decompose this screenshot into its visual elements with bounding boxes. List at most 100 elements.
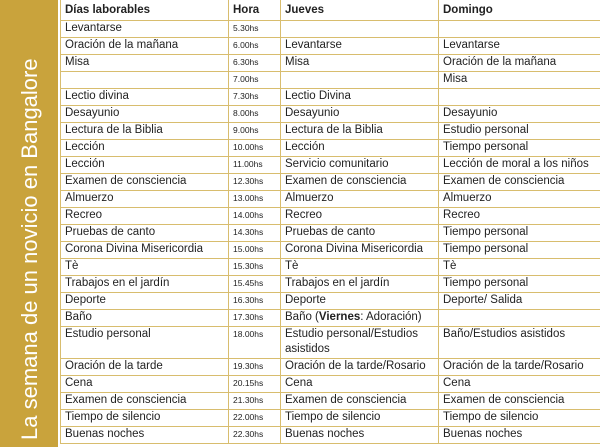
time-cell: 14.30hs [228, 224, 281, 242]
activity-cell: Examen de consciencia [438, 392, 600, 410]
activity-cell: Oración de la tarde/Rosario [438, 358, 600, 376]
activity-cell: Corona Divina Misericordia [280, 241, 439, 259]
activity-cell: Trabajos en el jardín [60, 275, 229, 293]
activity-cell: Lectura de la Biblia [280, 122, 439, 140]
activity-cell: Examen de consciencia [60, 392, 229, 410]
activity-cell: Tiempo personal [438, 241, 600, 259]
time-cell: 9.00hs [228, 122, 281, 140]
activity-cell: Corona Divina Misericordia [60, 241, 229, 259]
activity-cell: Examen de consciencia [280, 392, 439, 410]
table-row: Baño 17.30hs Baño (Viernes: Adoración) [60, 309, 600, 327]
header-cell: Hora [228, 0, 281, 21]
activity-cell: Buenas noches [60, 426, 229, 444]
activity-cell: Misa [438, 71, 600, 89]
activity-cell: Misa [60, 54, 229, 72]
table-row: Examen de consciencia 12.30hs Examen de co… [60, 173, 600, 191]
activity-cell: Tiempo de silencio [60, 409, 229, 427]
table-row: Recreo 14.00hs Recreo Recreo [60, 207, 600, 225]
activity-cell [60, 71, 229, 89]
time-cell: 22.30hs [228, 426, 281, 444]
activity-cell: Almuerzo [60, 190, 229, 208]
activity-cell: Oración de la tarde [60, 358, 229, 376]
time-cell: 20.15hs [228, 375, 281, 393]
activity-cell: Desayunio [60, 105, 229, 123]
activity-cell: Estudio personal [60, 326, 229, 359]
time-cell: 5.30hs [228, 20, 281, 38]
activity-cell: Tiempo personal [438, 224, 600, 242]
table-row: Lección 10.00hs Lección Tiempo personal [60, 139, 600, 157]
activity-cell: Almuerzo [280, 190, 439, 208]
activity-cell: Baño/Estudios asistidos [438, 326, 600, 359]
time-cell: 21.30hs [228, 392, 281, 410]
activity-cell: Oración de la mañana [60, 37, 229, 55]
activity-cell: Deporte [280, 292, 439, 310]
activity-cell: Oración de la tarde/Rosario [280, 358, 439, 376]
activity-cell: Baño (Viernes: Adoración) [280, 309, 439, 327]
activity-cell: Buenas noches [438, 426, 600, 444]
activity-cell: Lección [60, 156, 229, 174]
activity-cell: Lectura de la Biblia [60, 122, 229, 140]
table-row: Corona Divina Misericordia 15.00hs Corona … [60, 241, 600, 259]
activity-cell: Tè [438, 258, 600, 276]
table-row: Lectio divina 7.30hs Lectio Divina [60, 88, 600, 106]
activity-cell: Trabajos en el jardín [280, 275, 439, 293]
cell-text: Baño ( [285, 311, 319, 323]
time-cell: 6.30hs [228, 54, 281, 72]
activity-cell: Recreo [438, 207, 600, 225]
activity-cell: Lección de moral a los niños [438, 156, 600, 174]
table-row: Tè 15.30hs Tè Tè [60, 258, 600, 276]
activity-cell: Desayunio [438, 105, 600, 123]
activity-cell: Lectio divina [60, 88, 229, 106]
table-row: 7.00hs Misa [60, 71, 600, 89]
activity-cell: Almuerzo [438, 190, 600, 208]
table-row: Tiempo de silencio 22.00hs Tiempo de silen… [60, 409, 600, 427]
time-cell: 14.00hs [228, 207, 281, 225]
activity-cell: Misa [280, 54, 439, 72]
header-row: Días laborables Hora Jueves Domingo [60, 0, 600, 21]
activity-cell: Levantarse [438, 37, 600, 55]
table-row: Levantarse 5.30hs [60, 20, 600, 38]
table-row: Trabajos en el jardín 15.45hs Trabajos en … [60, 275, 600, 293]
activity-cell: Tiempo personal [438, 275, 600, 293]
table-row: Desayunio 8.00hs Desayunio Desayunio [60, 105, 600, 123]
time-cell: 22.00hs [228, 409, 281, 427]
table-row: Estudio personal 18.00hs Estudio personal/… [60, 326, 600, 359]
activity-cell: Examen de consciencia [438, 173, 600, 191]
activity-cell: Recreo [280, 207, 439, 225]
activity-cell: Cena [438, 375, 600, 393]
time-cell: 15.30hs [228, 258, 281, 276]
activity-cell: Pruebas de canto [60, 224, 229, 242]
schedule-table: Días laborables Hora Jueves Domingo Levanta… [60, 0, 600, 444]
time-cell: 17.30hs [228, 309, 281, 327]
activity-cell: Pruebas de canto [280, 224, 439, 242]
activity-cell: Cena [60, 375, 229, 393]
table-body: Levantarse 5.30hs Oración de la mañana 6.00… [60, 20, 600, 444]
table-row: Lectura de la Biblia 9.00hs Lectura de la … [60, 122, 600, 140]
table-row: Deporte 16.30hs Deporte Deporte/ Salida [60, 292, 600, 310]
activity-cell: Recreo [60, 207, 229, 225]
cell-text: Viernes [318, 311, 361, 323]
activity-cell: Tè [60, 258, 229, 276]
activity-cell: Estudio personal/Estudios asistidos [280, 326, 439, 359]
activity-cell: Levantarse [60, 20, 229, 38]
activity-cell [280, 20, 439, 38]
table-row: Examen de consciencia 21.30hs Examen de co… [60, 392, 600, 410]
time-cell: 8.00hs [228, 105, 281, 123]
activity-cell: Baño [60, 309, 229, 327]
time-cell: 6.00hs [228, 37, 281, 55]
header-cell: Jueves [280, 0, 439, 21]
time-cell: 18.00hs [228, 326, 281, 359]
activity-cell: Examen de consciencia [60, 173, 229, 191]
activity-cell: Servicio comunitario [280, 156, 439, 174]
activity-cell: Examen de consciencia [280, 173, 439, 191]
time-cell: 11.00hs [228, 156, 281, 174]
activity-cell [438, 309, 600, 327]
side-title: La semana de un novicio en Bangalore [17, 58, 42, 440]
time-cell: 13.00hs [228, 190, 281, 208]
time-cell: 15.00hs [228, 241, 281, 259]
time-cell: 12.30hs [228, 173, 281, 191]
cell-text: : Adoración) [360, 311, 422, 323]
activity-cell: Oración de la mañana [438, 54, 600, 72]
time-cell: 16.30hs [228, 292, 281, 310]
